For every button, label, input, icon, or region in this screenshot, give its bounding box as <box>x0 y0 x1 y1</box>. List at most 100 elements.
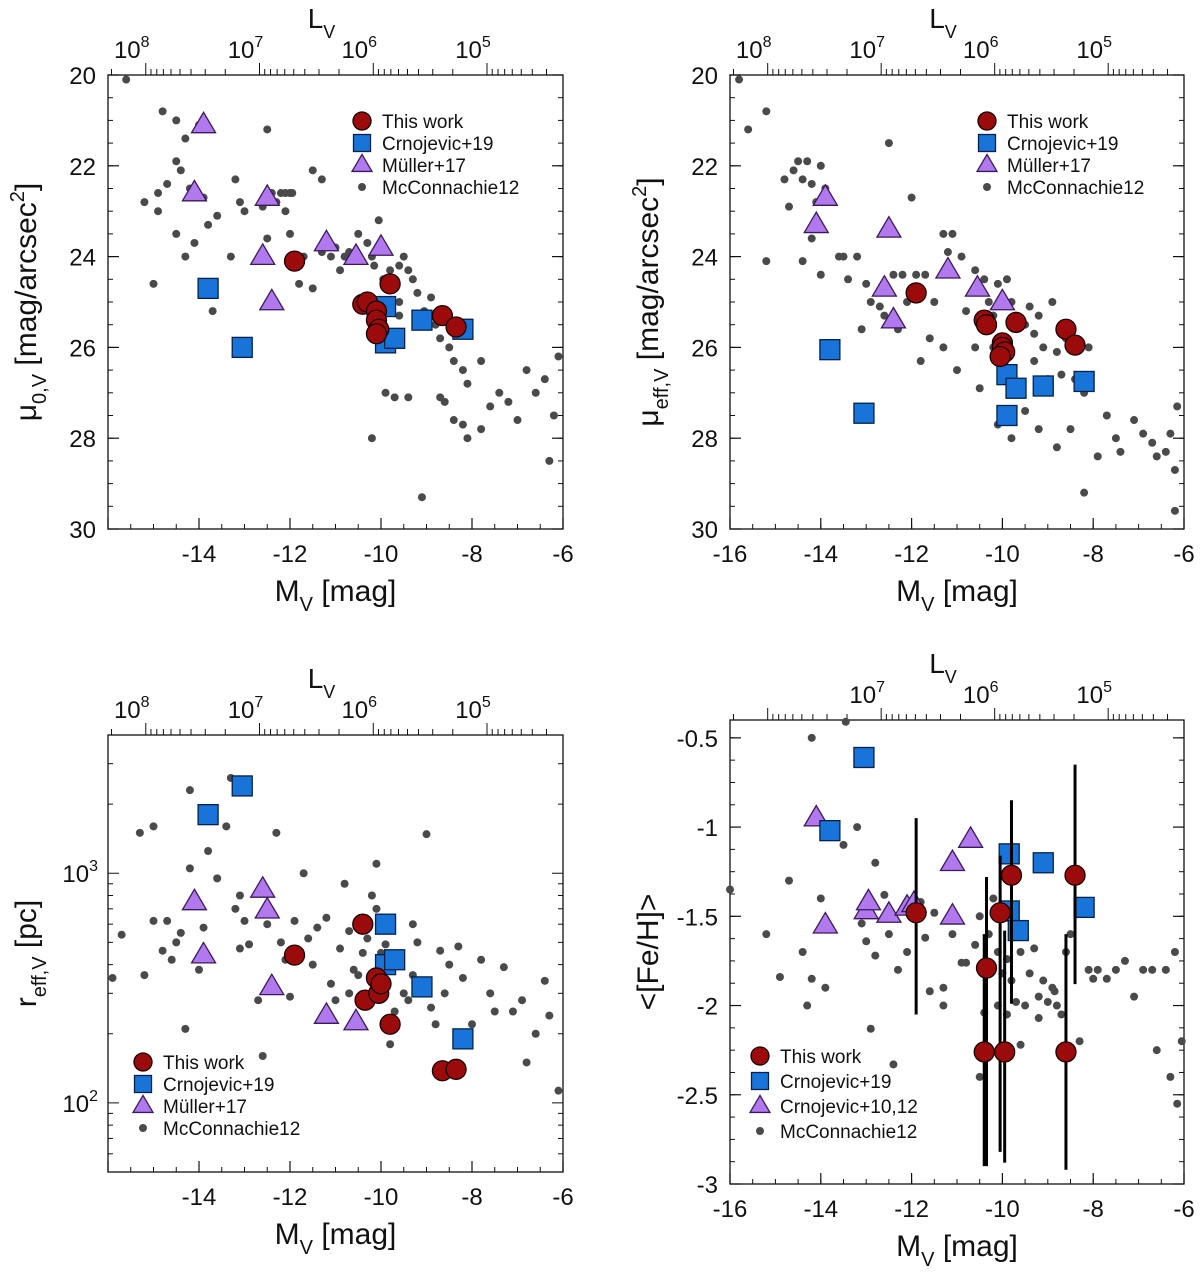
data-point-dot <box>948 930 957 939</box>
data-point-dot <box>172 157 181 166</box>
data-point-square <box>1007 919 1029 942</box>
data-point-dot <box>422 830 431 839</box>
legend-marker-triangle <box>350 153 374 173</box>
data-point-dot <box>1120 956 1129 965</box>
data-point-circle <box>1005 311 1027 334</box>
data-point-dot <box>975 912 984 921</box>
data-point-dot <box>953 366 961 375</box>
data-point-dot <box>386 266 395 275</box>
top-tick-label: 108 <box>736 34 772 64</box>
data-point-dot <box>839 840 848 849</box>
data-point-dot <box>862 279 871 288</box>
data-point-dot <box>531 388 540 397</box>
data-point-triangle <box>258 288 285 311</box>
top-axis-label: LV <box>929 648 957 687</box>
data-point-dot <box>1043 997 1052 1006</box>
data-point-dot <box>1089 974 1098 983</box>
data-point-circle <box>379 1013 401 1035</box>
y-tick-label: -3 <box>697 1172 718 1199</box>
data-point-dot <box>326 252 335 261</box>
data-point-dot <box>286 229 294 238</box>
data-point-dot <box>554 1086 563 1095</box>
data-point-dot <box>390 1007 399 1016</box>
data-point-triangle <box>313 229 340 252</box>
data-point-dot <box>775 972 784 981</box>
data-point-dot <box>163 916 172 925</box>
x-tick-label: -10 <box>364 541 399 568</box>
data-point-dot <box>395 261 404 270</box>
data-point-dot <box>816 161 825 170</box>
data-point-dot <box>1130 992 1139 1001</box>
data-point-dot <box>374 216 383 225</box>
data-point-dot <box>1021 406 1030 415</box>
data-point-dot <box>213 874 222 883</box>
y-tick-label: -1.5 <box>677 904 718 931</box>
data-point-dot <box>345 927 354 936</box>
data-point-triangle <box>803 210 830 234</box>
data-point-square <box>231 775 253 797</box>
data-point-dot <box>803 157 812 166</box>
data-point-dot <box>399 989 408 998</box>
data-point-dot <box>458 366 467 375</box>
data-point-dot <box>1116 447 1125 456</box>
data-point-dot <box>884 139 893 148</box>
data-point-triangle <box>249 875 276 898</box>
data-point-dot <box>427 1003 436 1012</box>
data-point-dot <box>108 973 117 982</box>
data-point-dot <box>1025 302 1034 311</box>
data-point-circle <box>1000 864 1023 886</box>
data-point-dot <box>440 989 449 998</box>
data-point-dot <box>404 393 413 402</box>
series-circle <box>283 913 467 1082</box>
data-point-dot <box>313 923 322 932</box>
data-point-dot <box>785 876 794 885</box>
legend-label: This work <box>1007 112 1089 133</box>
data-point-dot <box>816 894 825 903</box>
data-point-dot <box>930 298 939 306</box>
data-point-dot <box>427 293 436 302</box>
data-point-square <box>411 976 433 998</box>
legend-marker-circle <box>133 1052 153 1072</box>
legend-marker-square <box>133 1074 153 1094</box>
data-point-dot <box>149 822 158 831</box>
legend-marker-dot <box>756 1127 764 1135</box>
data-point-dot <box>122 75 131 84</box>
data-point-square <box>1005 377 1027 399</box>
x-tick-label: -12 <box>273 1184 308 1211</box>
data-point-circle <box>370 973 392 995</box>
data-point-dot <box>957 252 966 261</box>
data-point-dot <box>789 166 798 175</box>
data-point-circle <box>445 316 467 338</box>
data-point-dot <box>254 996 263 1005</box>
data-point-dot <box>181 252 190 261</box>
data-point-dot <box>331 996 340 1005</box>
data-point-dot <box>1052 347 1061 356</box>
data-point-dot <box>744 125 753 134</box>
data-point-dot <box>853 823 862 832</box>
data-point-dot <box>404 996 413 1005</box>
data-point-dot <box>154 207 163 216</box>
y-axis-label: <[Fe/H]> <box>632 894 665 1011</box>
data-point-dot <box>1161 965 1170 974</box>
data-point-circle <box>975 314 998 336</box>
top-tick-label: 105 <box>455 694 491 724</box>
data-point-triangle <box>812 183 839 206</box>
data-point-triangle <box>939 848 966 872</box>
legend-label: McConnachie12 <box>163 1119 300 1140</box>
data-point-circle <box>352 913 374 935</box>
data-point-dot <box>807 179 816 188</box>
y-tick-label: 22 <box>691 154 718 181</box>
data-point-dot <box>1030 944 1039 953</box>
data-point-dot <box>263 125 272 134</box>
data-point-dot <box>807 974 816 983</box>
x-tick-label: -14 <box>803 541 838 568</box>
data-point-dot <box>1173 402 1182 411</box>
data-point-dot <box>798 175 807 184</box>
data-point-dot <box>222 822 231 831</box>
legend: This workCrnojevic+19Müller+17McConnachi… <box>350 111 519 199</box>
data-point-square <box>819 339 841 361</box>
data-point-dot <box>408 920 417 929</box>
data-point-dot <box>1007 434 1016 443</box>
y-tick-label: -1 <box>697 815 718 842</box>
data-point-dot <box>390 393 399 402</box>
